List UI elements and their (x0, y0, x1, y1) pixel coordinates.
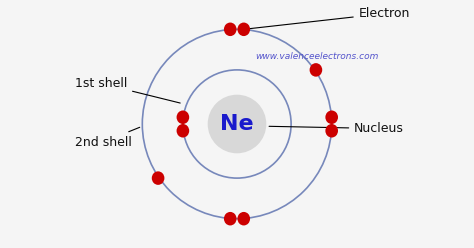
Circle shape (208, 95, 266, 153)
Ellipse shape (177, 110, 189, 124)
Ellipse shape (237, 212, 250, 225)
Text: Ne: Ne (220, 114, 254, 134)
Text: 2nd shell: 2nd shell (75, 127, 140, 149)
Ellipse shape (224, 23, 237, 36)
Ellipse shape (325, 110, 338, 124)
Text: Electron: Electron (246, 7, 410, 29)
Text: 1st shell: 1st shell (75, 77, 180, 103)
Ellipse shape (325, 124, 338, 138)
Ellipse shape (152, 171, 164, 185)
Text: Nucleus: Nucleus (269, 122, 404, 135)
Ellipse shape (237, 23, 250, 36)
Ellipse shape (310, 63, 322, 77)
Ellipse shape (177, 124, 189, 138)
Text: www.valenceelectrons.com: www.valenceelectrons.com (255, 52, 378, 61)
Ellipse shape (224, 212, 237, 225)
